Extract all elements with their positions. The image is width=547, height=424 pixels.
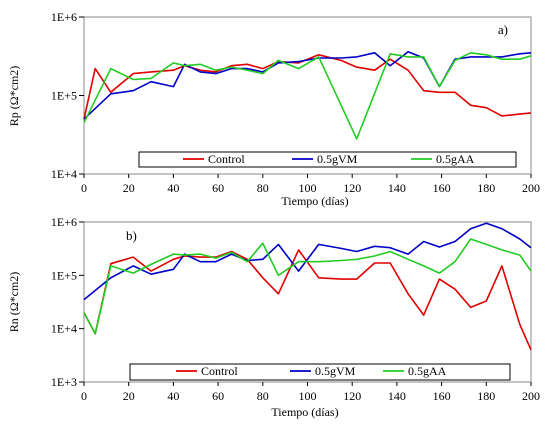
panel-b-legend: Control 0.5gVM 0.5gAA bbox=[129, 363, 511, 381]
panel-a-legend: Control 0.5gVM 0.5gAA bbox=[138, 151, 517, 168]
panel-b-y-tick-label: 1E+4 bbox=[51, 322, 77, 336]
panel-a-y-tick-label: 1E+6 bbox=[51, 10, 77, 24]
panel-a-x-tick-label: 200 bbox=[522, 181, 540, 195]
panel-b-x-tick-label: 160 bbox=[433, 389, 451, 403]
panel-b-rn-chart: b) Rn (Ω*cm2) Tiempo (días) 1E+3 1E+4 1E+5… bbox=[7, 215, 540, 419]
panel-b-legend-label-control: Control bbox=[201, 364, 238, 378]
panel-a-legend-label-0-5gaa: 0.5gAA bbox=[436, 152, 475, 166]
panel-a-rp-chart: a) Rp (Ω*cm2) Tiempo (días) 1E+4 1E+5 1E+6… bbox=[7, 10, 540, 208]
panel-b-x-tick-label: 120 bbox=[343, 389, 361, 403]
panel-b-series-0-5gaa bbox=[83, 238, 532, 335]
panel-a-x-tick-label: 140 bbox=[388, 181, 406, 195]
panel-a-y-tick-label: 1E+4 bbox=[51, 167, 77, 181]
panel-a-legend-label-control: Control bbox=[208, 152, 245, 166]
panel-a-legend-label-0-5gvm: 0.5gVM bbox=[317, 152, 358, 166]
panel-a-label: a) bbox=[498, 22, 508, 37]
panel-a-x-tick-label: 160 bbox=[433, 181, 451, 195]
panel-b-x-tick-label: 20 bbox=[123, 389, 135, 403]
panel-b-x-axis-label: Tiempo (días) bbox=[271, 405, 338, 419]
panel-b-series-0-5gvm bbox=[83, 222, 532, 301]
panel-b-legend-box bbox=[129, 363, 511, 381]
panel-b-y-tick-label: 1E+3 bbox=[51, 375, 77, 389]
panel-a-y-tick-label: 1E+5 bbox=[51, 89, 77, 103]
panel-b-legend-label-0-5gaa: 0.5gAA bbox=[408, 364, 447, 378]
panel-b-x-tick-label: 40 bbox=[167, 389, 179, 403]
panel-b-x-tick-label: 100 bbox=[299, 389, 317, 403]
panel-a-x-tick-label: 0 bbox=[81, 181, 87, 195]
panel-a-x-axis-label: Tiempo (días) bbox=[281, 194, 348, 208]
panel-a-x-tick-label: 120 bbox=[343, 181, 361, 195]
panel-a-x-tick-label: 80 bbox=[257, 181, 269, 195]
panel-b-y-axis-label: Rn (Ω*cm2) bbox=[7, 272, 21, 333]
panel-b-x-tick-label: 180 bbox=[477, 389, 495, 403]
panel-b-x-tick-label: 0 bbox=[81, 389, 87, 403]
panel-a-x-tick-label: 100 bbox=[299, 181, 317, 195]
panel-a-x-tick-label: 60 bbox=[212, 181, 224, 195]
panel-a-x-tick-label: 40 bbox=[167, 181, 179, 195]
panel-b-y-tick-label: 1E+6 bbox=[51, 215, 77, 229]
panel-a-legend-box bbox=[138, 151, 517, 168]
panel-b-x-tick-label: 60 bbox=[212, 389, 224, 403]
panel-b-label: b) bbox=[126, 228, 137, 243]
panel-b-x-tick-label: 80 bbox=[257, 389, 269, 403]
panel-b-x-tick-label: 140 bbox=[388, 389, 406, 403]
panel-a-x-tick-label: 20 bbox=[123, 181, 135, 195]
panel-a-x-tick-label: 180 bbox=[477, 181, 495, 195]
panel-b-series-control bbox=[83, 249, 532, 351]
panel-a-series-0-5gaa bbox=[83, 51, 532, 140]
panel-b-x-tick-label: 200 bbox=[522, 389, 540, 403]
panel-b-legend-label-0-5gvm: 0.5gVM bbox=[315, 364, 356, 378]
panel-b-y-tick-label: 1E+5 bbox=[51, 268, 77, 282]
panel-a-y-axis-label: Rp (Ω*cm2) bbox=[7, 66, 21, 127]
